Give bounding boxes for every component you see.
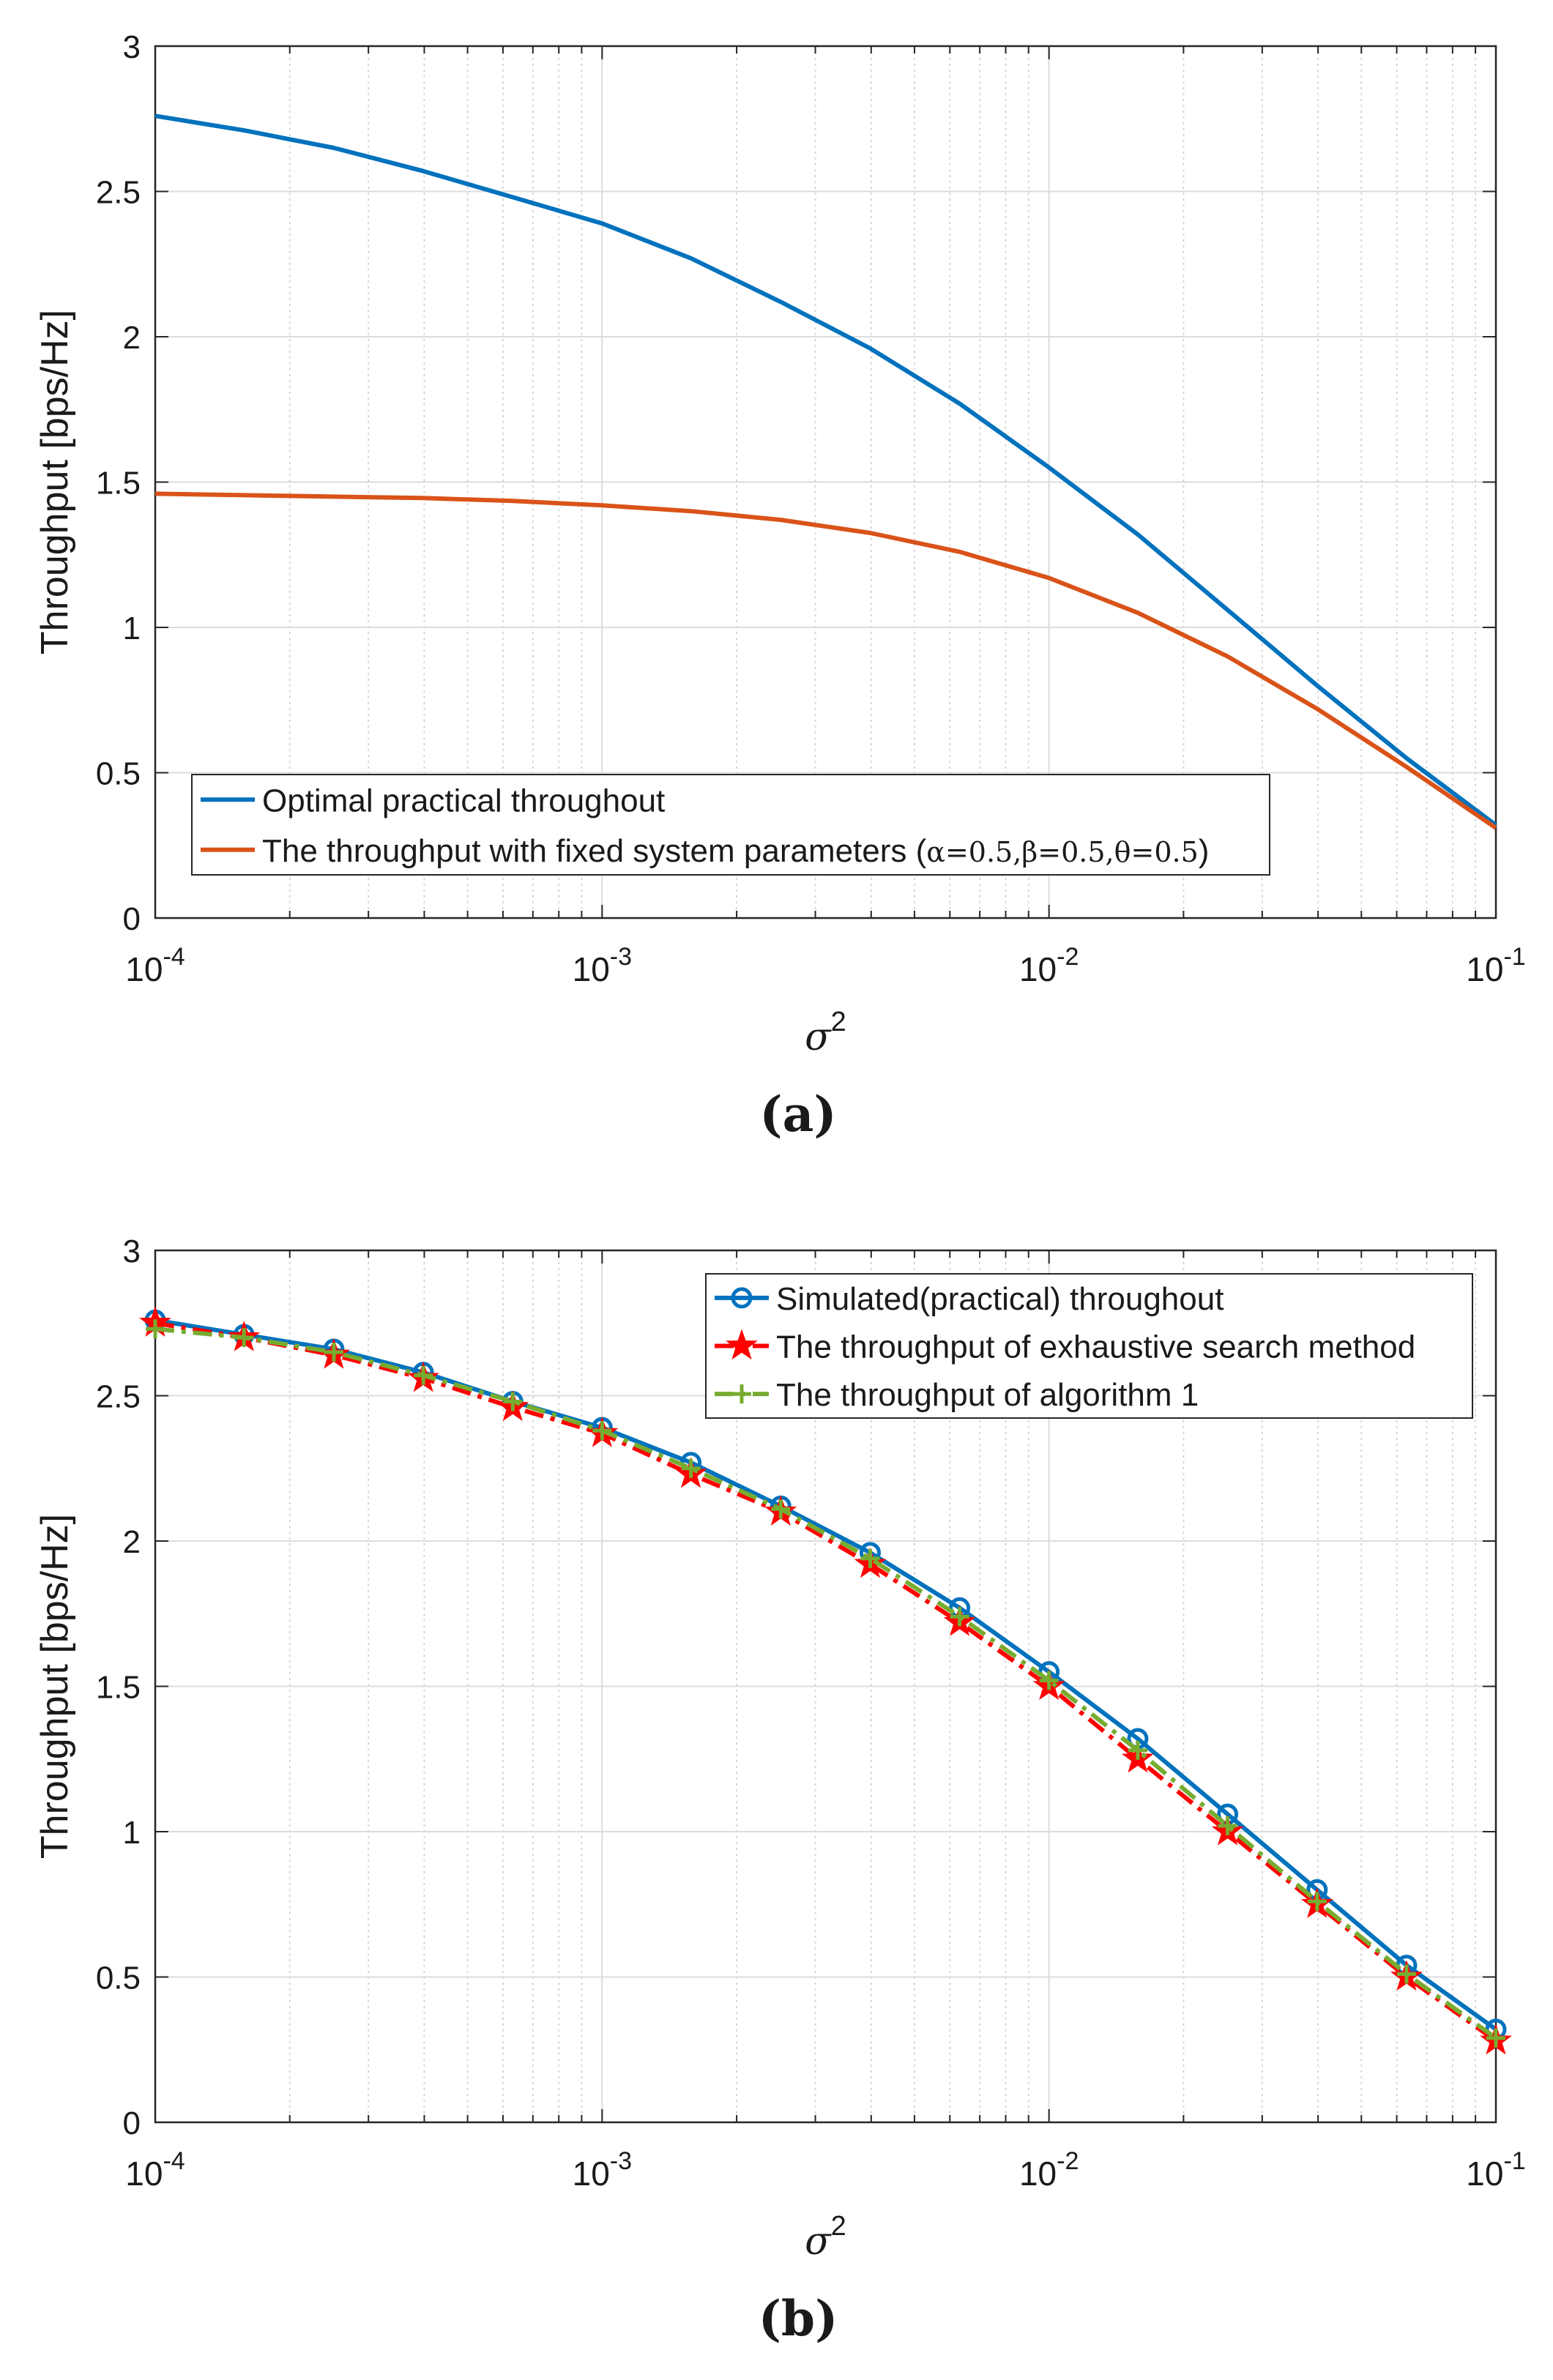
panel-b-series-3-point [860,1548,880,1568]
panel-b-series-3-point [414,1365,433,1385]
panel-b-legend-entry: Simulated(practical) throughout [776,1281,1224,1317]
panel-b-legend-marker [731,1287,753,1309]
panel-a-legend-box [191,774,1270,876]
panel-b-series-3-point [324,1342,343,1362]
panel-a-x-axis-label: σ2 [805,1007,846,1059]
panel-a-x-tick-label: 10-4 [125,943,185,988]
panel-a-y-axis-label: Throughput [bps/Hz] [34,310,76,654]
panel-b-x-tick-label: 10-3 [573,2147,632,2193]
panel-b-series-3-point [592,1421,612,1441]
panel-b-legend-box [705,1273,1473,1419]
panel-b-y-tick-label: 0 [123,2105,141,2141]
panel-b-legend-marker [732,1384,751,1404]
panel-b-x-tick-label: 10-1 [1466,2147,1525,2193]
panel-b-y-tick-label: 1 [123,1815,141,1851]
panel-a-series-1-line [154,113,1497,827]
panel-b-series-3-point [1128,1740,1147,1760]
panel-b-series-3-point [950,1607,969,1627]
panel-b-y-tick-label: 0.5 [96,1961,141,1996]
panel-a-y-tick-label: 1.5 [96,466,141,501]
panel-b-y-tick-label: 2 [123,1524,141,1560]
panel-a-y-tick-label: 2.5 [96,175,141,211]
panel-a-y-tick-label: 0.5 [96,756,141,792]
panel-b-axes-box [154,1249,1497,2124]
panel-b-legend-entry: The throughput of algorithm 1 [776,1377,1199,1413]
panel-a-axes-box [154,45,1497,919]
chart-b: 10-4 10-3 10-2 10-1 0 0.5 1 1.5 2 2.5 3 σ2 Throughpu… [34,1234,1526,2264]
panel-a-legend-entry: The throughput with fixed system paramet… [262,833,1209,869]
panel-a-x-tick-label: 10-1 [1466,943,1525,988]
caption-a: (a) [759,1086,836,1143]
panel-b-y-tick-label: 1.5 [96,1670,141,1706]
panel-a-legend-entry: Optimal practical throughout [262,783,665,818]
panel-b-x-axis-label: σ2 [805,2211,846,2264]
panel-b-series-3-line [154,1327,1497,2040]
panel-b-series-3-point [1039,1671,1059,1690]
panel-b-y-axis-label: Throughput [bps/Hz] [34,1514,76,1859]
panel-a-y-tick-label: 0 [123,901,141,937]
panel-b-legend-marker [726,1329,758,1360]
panel-b-series-1-line [154,1318,1497,2032]
chart-a: 10-4 10-3 10-2 10-1 0 0.5 1 1.5 2 2.5 3 σ2 Throughpu… [34,29,1526,1059]
panel-a-series-2-line [154,491,1497,830]
panel-b-series-3-point [1486,2028,1505,2048]
panel-b-series-2-line [154,1321,1497,2043]
panel-b-x-tick-label: 10-4 [125,2147,185,2193]
panel-b-series-3-point [1218,1816,1237,1836]
panel-a-y-tick-label: 2 [123,320,141,356]
panel-b-series-3-point [146,1319,165,1339]
panel-b-series-3-point [1307,1892,1327,1911]
panel-b-series-3-point [771,1499,791,1519]
panel-a-x-tick-label: 10-2 [1019,943,1079,988]
caption-b: (b) [759,2290,838,2347]
panel-b-x-tick-label: 10-2 [1019,2147,1079,2193]
panel-b-series-3-point [234,1328,254,1348]
panel-b-legend-entry: The throughput of exhaustive search meth… [776,1329,1415,1365]
panel-b-series-3-point [1396,1964,1416,1984]
panel-b-y-tick-label: 2.5 [96,1379,141,1415]
panel-b-y-tick-label: 3 [123,1234,141,1269]
panel-a-x-tick-label: 10-3 [573,943,632,988]
panel-b-series-3-point [681,1458,701,1478]
panel-b-series-3-point [503,1392,523,1411]
panel-a-y-tick-label: 3 [123,29,141,65]
panel-a-y-tick-label: 1 [123,611,141,646]
